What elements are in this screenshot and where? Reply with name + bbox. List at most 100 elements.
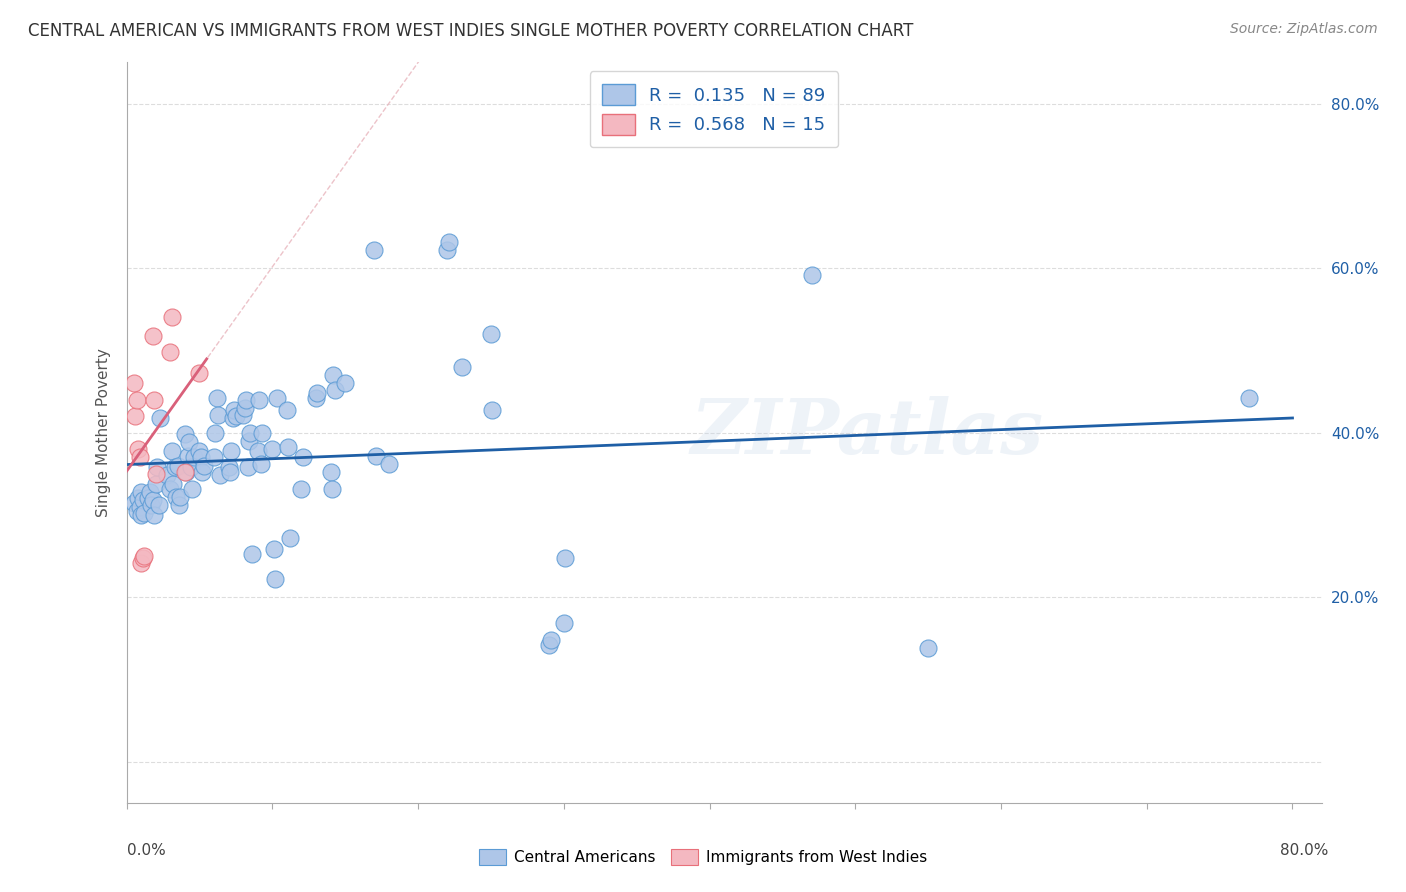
Point bbox=[291, 450, 314, 465]
Legend: Central Americans, Immigrants from West Indies: Central Americans, Immigrants from West … bbox=[472, 843, 934, 871]
Point bbox=[540, 632, 562, 647]
Point bbox=[437, 235, 460, 249]
Text: Source: ZipAtlas.com: Source: ZipAtlas.com bbox=[1230, 22, 1378, 37]
Point bbox=[554, 550, 576, 565]
Point bbox=[169, 490, 191, 504]
Point bbox=[205, 391, 228, 405]
Point bbox=[236, 460, 259, 475]
Point bbox=[128, 500, 150, 514]
Point bbox=[132, 549, 155, 563]
Point bbox=[277, 441, 299, 455]
Point bbox=[165, 490, 187, 504]
Point bbox=[233, 401, 256, 415]
Point bbox=[181, 482, 204, 496]
Point bbox=[141, 498, 163, 512]
Point bbox=[235, 392, 257, 407]
Point bbox=[290, 482, 312, 496]
Point bbox=[219, 465, 242, 479]
Point bbox=[177, 449, 200, 463]
Point bbox=[138, 491, 160, 506]
Point bbox=[479, 326, 502, 341]
Text: 0.0%: 0.0% bbox=[127, 843, 166, 858]
Point bbox=[143, 508, 166, 522]
Point bbox=[323, 383, 346, 397]
Point bbox=[481, 402, 503, 417]
Point bbox=[193, 458, 215, 473]
Point bbox=[207, 408, 229, 422]
Point bbox=[800, 268, 823, 282]
Point bbox=[262, 442, 284, 456]
Point bbox=[319, 465, 342, 479]
Point bbox=[322, 368, 344, 382]
Text: CENTRAL AMERICAN VS IMMIGRANTS FROM WEST INDIES SINGLE MOTHER POVERTY CORRELATIO: CENTRAL AMERICAN VS IMMIGRANTS FROM WEST… bbox=[28, 22, 914, 40]
Point bbox=[190, 450, 212, 465]
Point bbox=[127, 442, 149, 456]
Point bbox=[167, 498, 190, 512]
Text: 80.0%: 80.0% bbox=[1281, 843, 1329, 858]
Point bbox=[276, 402, 298, 417]
Point bbox=[247, 392, 270, 407]
Point bbox=[250, 425, 273, 440]
Point bbox=[129, 508, 152, 522]
Point bbox=[174, 465, 197, 479]
Point bbox=[204, 425, 226, 440]
Point bbox=[124, 409, 146, 424]
Text: ZIPatlas: ZIPatlas bbox=[690, 396, 1045, 469]
Point bbox=[305, 391, 328, 405]
Point bbox=[142, 328, 165, 343]
Point bbox=[240, 547, 263, 561]
Point bbox=[264, 572, 287, 586]
Point bbox=[139, 484, 162, 499]
Point bbox=[180, 460, 202, 475]
Point bbox=[173, 427, 195, 442]
Point bbox=[307, 386, 329, 401]
Point bbox=[188, 367, 211, 381]
Point bbox=[238, 434, 260, 448]
Point bbox=[143, 392, 166, 407]
Point bbox=[246, 443, 269, 458]
Point bbox=[166, 458, 188, 473]
Point bbox=[131, 550, 153, 565]
Point bbox=[222, 410, 245, 425]
Point bbox=[208, 468, 231, 483]
Point bbox=[173, 465, 195, 479]
Point bbox=[221, 443, 243, 458]
Legend: R =  0.135   N = 89, R =  0.568   N = 15: R = 0.135 N = 89, R = 0.568 N = 15 bbox=[589, 71, 838, 147]
Point bbox=[159, 345, 181, 359]
Y-axis label: Single Mother Poverty: Single Mother Poverty bbox=[96, 348, 111, 517]
Point bbox=[162, 476, 184, 491]
Point bbox=[450, 359, 472, 374]
Point bbox=[321, 482, 343, 496]
Point bbox=[436, 243, 458, 257]
Point bbox=[125, 392, 148, 407]
Point bbox=[1237, 391, 1260, 405]
Point bbox=[263, 542, 285, 557]
Point bbox=[128, 450, 150, 465]
Point bbox=[149, 410, 172, 425]
Point bbox=[239, 425, 262, 440]
Point bbox=[145, 476, 167, 491]
Point bbox=[266, 391, 288, 405]
Point bbox=[553, 616, 575, 631]
Point bbox=[148, 498, 170, 512]
Point bbox=[142, 493, 165, 508]
Point bbox=[159, 482, 181, 496]
Point bbox=[232, 408, 254, 422]
Point bbox=[249, 457, 271, 471]
Point bbox=[129, 484, 152, 499]
Point bbox=[145, 467, 167, 481]
Point bbox=[179, 435, 201, 450]
Point bbox=[125, 504, 148, 518]
Point bbox=[160, 443, 183, 458]
Point bbox=[163, 460, 186, 475]
Point bbox=[122, 495, 145, 509]
Point bbox=[363, 243, 385, 257]
Point bbox=[146, 460, 169, 475]
Point bbox=[364, 449, 387, 463]
Point bbox=[224, 402, 246, 417]
Point bbox=[129, 556, 152, 570]
Point bbox=[188, 443, 211, 458]
Point bbox=[132, 506, 155, 520]
Point bbox=[218, 460, 240, 475]
Point bbox=[122, 376, 145, 391]
